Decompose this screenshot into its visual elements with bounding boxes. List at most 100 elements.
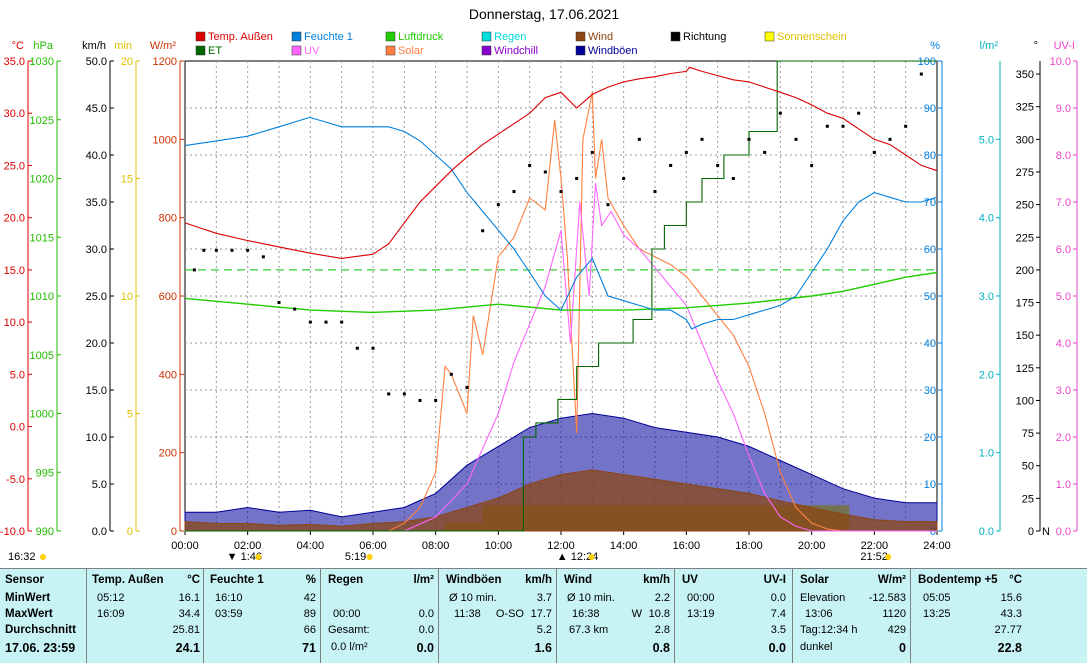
uv-min: 0.0 [770, 592, 786, 604]
series-et [185, 60, 937, 532]
direction-point [293, 307, 297, 311]
left-axis-unit: W/m² [150, 40, 177, 52]
right-axis-tick-label: 8.0 [1056, 150, 1071, 162]
x-tick-label: 16:00 [673, 540, 701, 552]
temp-unit: °C [187, 574, 200, 586]
left-axis-tick-label: 10 [121, 291, 133, 303]
direction-point [402, 392, 406, 396]
legend-swatch [291, 31, 302, 42]
left-axis-tick-label: 15.0 [86, 385, 107, 397]
direction-point [496, 203, 500, 207]
left-axis-tick-label: 1000 [30, 409, 54, 421]
left-axis-tick-label: 0 [127, 526, 133, 538]
divider [792, 569, 793, 663]
solar-max: 1120 [882, 608, 906, 620]
left-axis-tick-label: 0 [171, 526, 177, 538]
feuchte-avg: 66 [303, 624, 316, 636]
legend-label: Windchill [494, 45, 538, 57]
maxwert-label: MaxWert [5, 608, 53, 620]
right-axis-tick-label: 10.0 [1050, 56, 1071, 68]
direction-point [810, 163, 814, 167]
boden-unit: °C [1009, 574, 1022, 586]
boeen-avg: 5.2 [536, 624, 552, 636]
divider [438, 569, 439, 663]
left-axis-tick-label: 1010 [30, 291, 54, 303]
wind-avg10: 2.2 [654, 592, 670, 604]
left-axis-tick-label: 600 [159, 291, 177, 303]
left-axis-tick-label: 35.0 [4, 56, 25, 68]
right-axis-tick-label: 225 [1016, 232, 1034, 244]
x-tick-label: 04:00 [297, 540, 325, 552]
left-axis-tick-label: 5.0 [92, 479, 107, 491]
right-axis-unit: % [930, 40, 940, 52]
right-axis-tick-label: 200 [1016, 265, 1034, 277]
left-axis-tick-label: 35.0 [86, 197, 107, 209]
legend-label: Luftdruck [398, 31, 444, 43]
direction-point [387, 392, 391, 396]
legend-swatch [575, 31, 586, 42]
right-axis-tick-label: 300 [1016, 134, 1034, 146]
wind-unit: km/h [643, 574, 670, 586]
weather-chart: Donnerstag, 17.06.2021 00:00 02:00 04:00 06:… [0, 6, 1078, 563]
wind-current: 0.8 [652, 641, 670, 655]
solar-max-time: 13:06 [805, 608, 833, 620]
stats-boden: Bodentemp +5 °C 05:05 15.6 13:25 43.3 27.77… [918, 571, 1022, 659]
series-uv [185, 183, 937, 532]
left-axis-tick-label: 1200 [153, 56, 177, 68]
boeen-max: 17.7 [530, 608, 552, 620]
left-axis-tick-label: 10.0 [4, 317, 25, 329]
regen-unit: l/m² [413, 574, 434, 586]
series-feuchte-1 [184, 116, 938, 330]
left-axis-tick-label: 0.0 [92, 526, 107, 538]
left-axis-tick-label: 1000 [153, 134, 177, 146]
right-axis-unit: UV-I [1054, 40, 1075, 52]
direction-point [763, 150, 767, 154]
solar-day-length: Tag:12:34 h [800, 624, 858, 636]
x-tick-label: 22:00 [861, 540, 889, 552]
sun-marker-icon [588, 554, 595, 560]
right-axis-tick-label: 90 [924, 103, 936, 115]
left-axis-tick-label: 50.0 [86, 56, 107, 68]
right-axis-tick-label: 2.0 [979, 369, 994, 381]
direction-point [340, 320, 344, 324]
x-tick-label: 08:00 [422, 540, 450, 552]
right-axis-tick-label: 10 [924, 479, 936, 491]
right-axis-tick-label: 325 [1016, 102, 1034, 114]
right-axis-tick-label: 70 [924, 197, 936, 209]
left-axis-tick-label: 1015 [30, 232, 54, 244]
current-timestamp: 17.06. 23:59 [5, 641, 76, 655]
left-axis-unit: min [114, 40, 132, 52]
legend-label: ET [208, 45, 222, 57]
x-tick-label: 20:00 [798, 540, 826, 552]
x-tick-label: 00:00 [171, 540, 199, 552]
boden-avg: 27.77 [994, 624, 1022, 636]
direction-point [747, 137, 751, 141]
legend-swatch [385, 45, 396, 56]
stats-panel: Sensor MinWert MaxWert Durchschnitt 17.0… [0, 568, 1087, 663]
left-axis-tick-label: 45.0 [86, 103, 107, 115]
direction-point [857, 111, 861, 115]
right-axis-tick-label: 1.0 [979, 448, 994, 460]
feuchte-min-time: 16:10 [215, 592, 243, 604]
direction-point [418, 398, 422, 402]
stats-wind: Wind km/h Ø 10 min. 2.2 16:38 W 10.8 67.3 km… [564, 571, 670, 659]
right-axis-tick-label: 4.0 [1056, 338, 1071, 350]
direction-point [919, 72, 923, 76]
direction-point [637, 137, 641, 141]
right-axis-tick-label: 350 [1016, 69, 1034, 81]
legend-swatch [481, 31, 492, 42]
solar-avg: 429 [887, 624, 906, 636]
chart-title: Donnerstag, 17.06.2021 [469, 6, 619, 22]
direction-point [192, 268, 196, 272]
direction-point [261, 255, 265, 259]
solar-title: Solar [800, 574, 829, 586]
direction-point [246, 248, 250, 252]
right-axis-tick-label: 100 [918, 56, 936, 68]
regen-time: 00:00 [333, 608, 361, 620]
right-axis-tick-label: 150 [1016, 330, 1034, 342]
right-axis-tick-label: 0 [1028, 526, 1034, 538]
feuchte-max: 89 [303, 608, 316, 620]
left-axis-tick-label: 800 [159, 213, 177, 225]
sun-marker-icon [255, 554, 262, 560]
right-axis-tick-label: 125 [1016, 363, 1034, 375]
